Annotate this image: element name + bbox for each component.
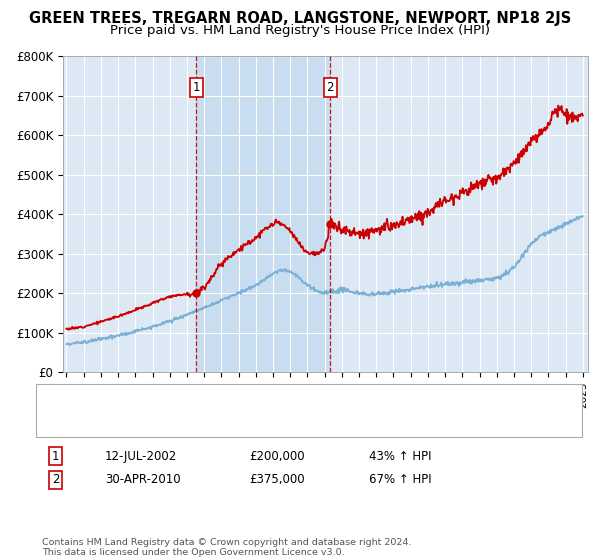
Text: GREEN TREES, TREGARN ROAD, LANGSTONE, NEWPORT, NP18 2JS: GREEN TREES, TREGARN ROAD, LANGSTONE, NE… xyxy=(29,11,571,26)
Text: HPI: Average price, detached house, Newport: HPI: Average price, detached house, Newp… xyxy=(84,416,321,426)
Text: 43% ↑ HPI: 43% ↑ HPI xyxy=(369,450,431,463)
Text: 30-APR-2010: 30-APR-2010 xyxy=(105,473,181,487)
Text: 67% ↑ HPI: 67% ↑ HPI xyxy=(369,473,431,487)
Text: 1: 1 xyxy=(52,450,59,463)
Text: 2: 2 xyxy=(326,81,334,94)
Text: 12-JUL-2002: 12-JUL-2002 xyxy=(105,450,177,463)
Text: 2: 2 xyxy=(52,473,59,487)
Text: £200,000: £200,000 xyxy=(249,450,305,463)
Text: GREEN TREES, TREGARN ROAD, LANGSTONE, NEWPORT, NP18 2JS (detached house): GREEN TREES, TREGARN ROAD, LANGSTONE, NE… xyxy=(84,395,524,405)
Text: Price paid vs. HM Land Registry's House Price Index (HPI): Price paid vs. HM Land Registry's House … xyxy=(110,24,490,36)
Bar xyxy=(196,56,331,372)
Text: £375,000: £375,000 xyxy=(249,473,305,487)
Text: Contains HM Land Registry data © Crown copyright and database right 2024.
This d: Contains HM Land Registry data © Crown c… xyxy=(42,538,412,557)
Text: 1: 1 xyxy=(193,81,200,94)
